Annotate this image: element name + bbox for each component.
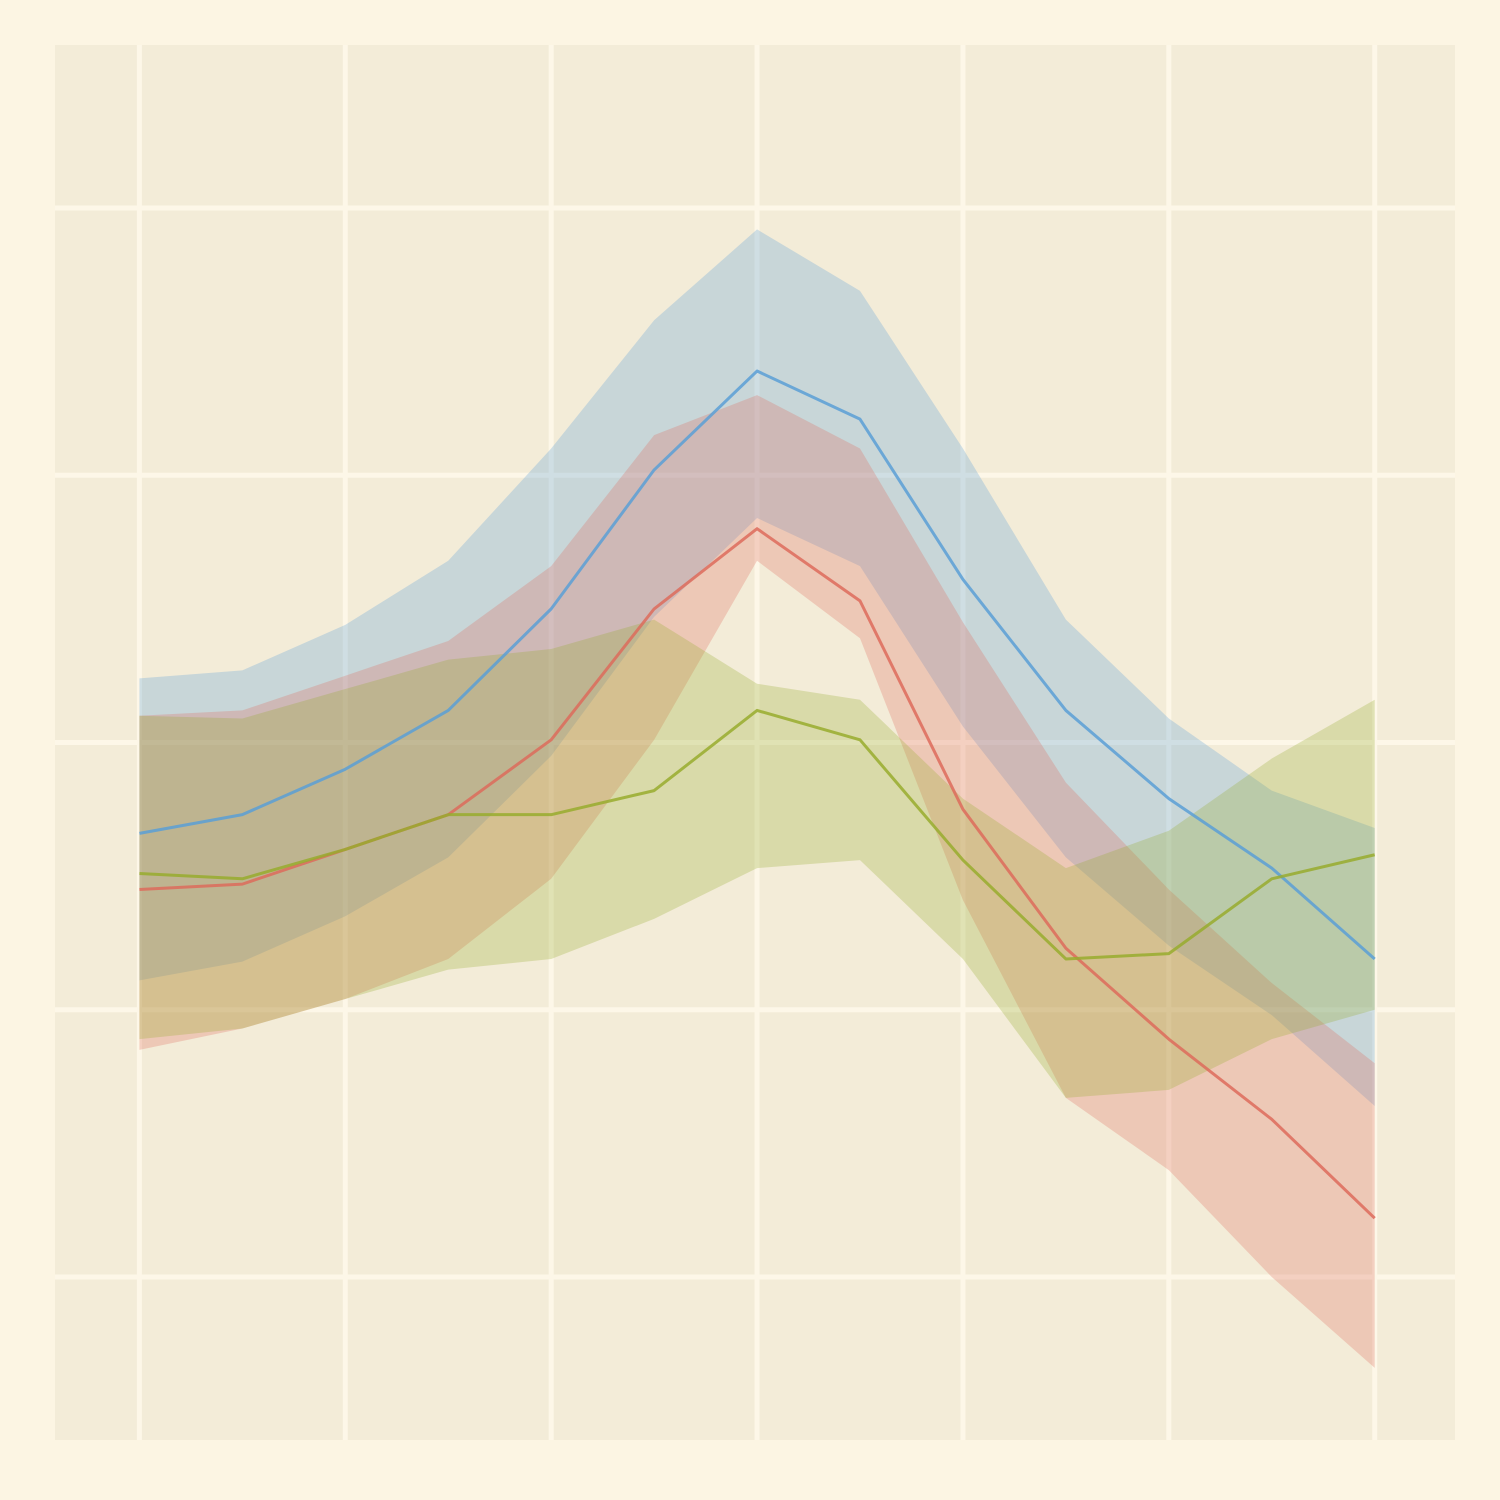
band (139, 619, 1375, 1098)
line (139, 369, 1376, 961)
line (139, 708, 1376, 961)
band (139, 395, 1375, 1368)
band (139, 229, 1375, 1106)
